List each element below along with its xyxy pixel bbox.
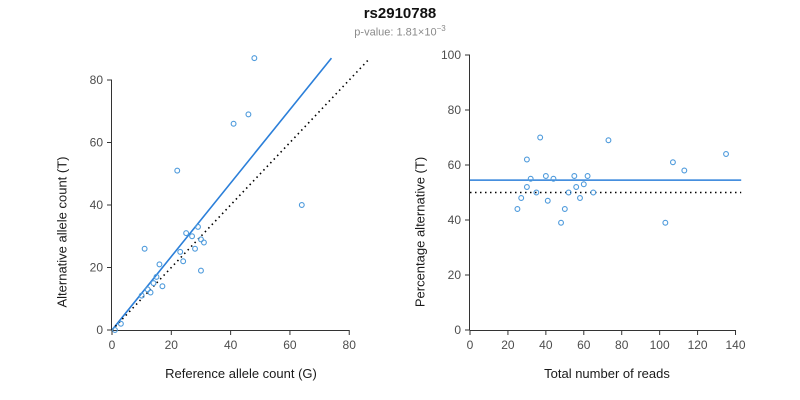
x-tick-label: 60 xyxy=(577,338,591,352)
data-point xyxy=(200,239,207,246)
data-point xyxy=(584,173,591,179)
data-point xyxy=(251,55,258,62)
pvalue-text: p-value: 1.81×10 xyxy=(354,26,437,39)
data-point xyxy=(537,134,544,141)
data-point xyxy=(573,184,580,190)
data-point xyxy=(192,245,198,252)
data-point xyxy=(117,320,124,327)
data-point xyxy=(523,156,530,163)
pvalue-exponent: −3 xyxy=(436,24,446,33)
left-x-axis-label: Reference allele count (G) xyxy=(165,366,317,381)
y-tick-label: 40 xyxy=(90,198,104,212)
data-point xyxy=(544,197,551,204)
x-tick-label: 40 xyxy=(539,338,553,352)
y-tick-label: 60 xyxy=(90,136,104,150)
data-point xyxy=(662,219,669,226)
data-point xyxy=(189,233,196,240)
data-point xyxy=(138,292,145,299)
data-point xyxy=(183,230,190,237)
left-y-axis-label: Alternative allele count (T) xyxy=(54,156,70,308)
data-point xyxy=(518,195,525,201)
data-point xyxy=(571,173,578,179)
data-point xyxy=(723,151,729,157)
data-point xyxy=(533,189,540,196)
y-tick-label: 0 xyxy=(96,323,103,337)
data-point xyxy=(159,283,166,290)
x-tick-label: 120 xyxy=(688,338,708,352)
data-point xyxy=(542,173,549,179)
right-scatter-plot: 0 20 40 60 80 100 120 140 0 20 40 60 80 100 xyxy=(441,48,746,352)
data-point xyxy=(147,289,154,296)
data-point xyxy=(298,202,305,208)
data-point xyxy=(177,248,184,255)
x-tick-label: 80 xyxy=(615,338,629,352)
data-point xyxy=(523,184,530,190)
x-tick-label: 100 xyxy=(650,338,670,352)
data-point xyxy=(195,223,201,230)
data-point xyxy=(150,280,157,287)
y-tick-label: 60 xyxy=(448,158,462,172)
y-tick-label: 100 xyxy=(441,48,461,62)
data-point xyxy=(144,286,151,293)
data-point xyxy=(230,120,237,127)
data-point xyxy=(580,181,587,188)
x-tick-label: 20 xyxy=(165,338,179,352)
data-point xyxy=(590,189,597,196)
data-point xyxy=(565,189,572,196)
x-tick-label: 0 xyxy=(467,338,474,352)
x-tick-label: 20 xyxy=(501,338,515,352)
data-point xyxy=(156,261,163,268)
x-tick-label: 60 xyxy=(283,338,297,352)
x-tick-label: 140 xyxy=(726,338,746,352)
y-tick-label: 40 xyxy=(448,213,462,227)
right-y-axis-label: Percentage alternative (T) xyxy=(412,156,428,308)
y-tick-label: 0 xyxy=(454,323,461,337)
data-point xyxy=(198,236,204,243)
data-point xyxy=(669,159,676,166)
x-tick-label: 40 xyxy=(224,338,238,352)
y-tick-label: 80 xyxy=(448,103,462,117)
y-tick-label: 80 xyxy=(90,73,104,87)
data-point xyxy=(681,167,688,174)
data-point xyxy=(514,206,521,212)
data-point xyxy=(180,258,187,265)
data-point xyxy=(198,267,204,274)
pvalue-subtitle: p-value: 1.81×10−3 xyxy=(0,24,800,39)
right-x-axis-label: Total number of reads xyxy=(544,366,670,381)
data-point xyxy=(141,245,148,252)
data-point xyxy=(561,206,568,212)
data-point xyxy=(577,195,583,201)
data-point xyxy=(174,167,181,174)
x-tick-label: 0 xyxy=(109,338,116,352)
identity-line xyxy=(111,57,371,331)
regression-line xyxy=(111,57,333,331)
page-title: rs2910788 xyxy=(363,5,437,22)
y-tick-label: 20 xyxy=(448,268,462,282)
data-point xyxy=(558,219,564,226)
data-point xyxy=(153,273,160,280)
data-point xyxy=(245,111,252,118)
data-point xyxy=(112,327,118,333)
left-scatter-plot: 0 20 40 60 80 0 20 40 60 80 xyxy=(90,55,371,352)
data-point xyxy=(527,175,534,182)
y-tick-label: 20 xyxy=(90,261,104,275)
data-point xyxy=(550,175,557,182)
x-tick-label: 80 xyxy=(343,338,357,352)
data-point xyxy=(605,137,612,144)
